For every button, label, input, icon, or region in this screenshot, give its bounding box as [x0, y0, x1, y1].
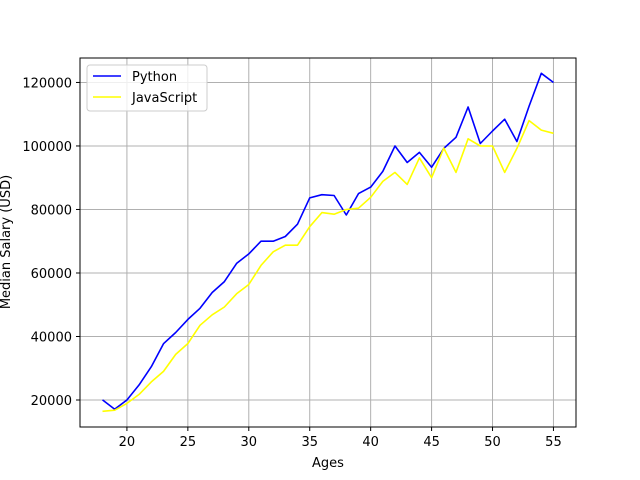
y-tick-label: 40000 — [31, 330, 72, 345]
series-line-python — [102, 72, 554, 411]
series-layer — [102, 72, 554, 413]
y-tick-label: 20000 — [31, 394, 72, 409]
x-tick-label: 50 — [484, 435, 501, 450]
x-axis: 20 25 30 35 40 45 50 55 — [119, 427, 562, 450]
series-line-javascript — [102, 119, 554, 413]
x-tick-label: 25 — [180, 435, 197, 450]
y-axis: 20000 40000 60000 80000 100000 120000 — [22, 76, 80, 409]
legend-label-javascript: JavaScript — [131, 91, 197, 106]
y-axis-label: Median Salary (USD) — [0, 175, 14, 309]
y-tick-label: 100000 — [22, 140, 72, 155]
legend: Python JavaScript — [86, 64, 208, 112]
x-axis-label: Ages — [312, 456, 344, 471]
y-tick-label: 60000 — [31, 267, 72, 282]
y-tick-label: 120000 — [22, 76, 72, 91]
x-tick-label: 45 — [423, 435, 440, 450]
x-tick-label: 20 — [119, 435, 136, 450]
x-tick-label: 40 — [362, 435, 379, 450]
y-tick-label: 80000 — [31, 203, 72, 218]
x-tick-label: 55 — [545, 435, 562, 450]
x-tick-label: 35 — [301, 435, 318, 450]
legend-label-python: Python — [132, 70, 177, 85]
plot-frame — [79, 57, 577, 428]
x-tick-label: 30 — [241, 435, 258, 450]
grid-lines — [80, 58, 576, 427]
